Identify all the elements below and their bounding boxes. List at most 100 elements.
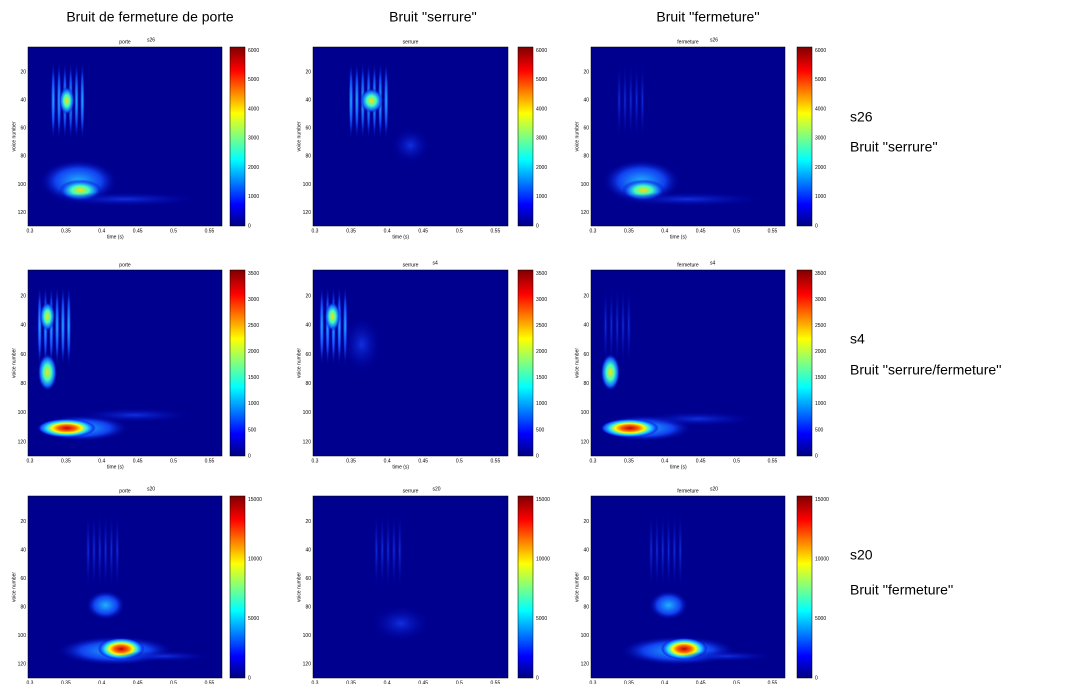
heat-region xyxy=(336,284,342,367)
heatmap xyxy=(620,510,776,666)
heat-region xyxy=(648,510,654,591)
y-tick-label: 60 xyxy=(305,126,311,132)
colorbar xyxy=(229,495,246,679)
x-tick-label: 0.5 xyxy=(733,458,740,464)
y-tick-label: 20 xyxy=(305,69,311,75)
heat-region xyxy=(383,61,389,141)
x-tick-label: 0.35 xyxy=(61,228,71,234)
heat-region xyxy=(600,418,659,438)
panel-title: porte xyxy=(119,262,131,268)
y-tick-label: 20 xyxy=(583,69,589,75)
heat-region xyxy=(614,284,620,367)
colorbar-tick-label: 4000 xyxy=(536,106,547,112)
panel-tag: s20 xyxy=(710,486,718,492)
colorbar-tick-label: 500 xyxy=(815,427,824,433)
heatmap-background xyxy=(313,496,508,678)
x-tick-label: 0.55 xyxy=(491,680,501,684)
heat-region xyxy=(103,510,108,591)
y-tick-label: 40 xyxy=(20,547,26,553)
y-axis-label: voice number xyxy=(574,572,580,602)
y-tick-label: 120 xyxy=(581,439,590,445)
heatmap xyxy=(39,61,203,207)
panel-title: fermeture xyxy=(677,488,699,494)
x-tick-label: 0.35 xyxy=(624,680,634,684)
x-tick-label: 0.3 xyxy=(312,458,319,464)
heatmap-background xyxy=(313,270,508,456)
heat-region xyxy=(115,650,213,662)
y-tick-label: 100 xyxy=(581,410,590,416)
heat-region xyxy=(628,61,634,141)
heat-region xyxy=(114,510,120,591)
heat-region xyxy=(379,510,385,591)
colorbar xyxy=(517,495,534,679)
heat-region xyxy=(374,510,379,591)
y-tick-label: 20 xyxy=(583,293,589,299)
colorbar-tick-label: 500 xyxy=(248,427,257,433)
y-tick-label: 120 xyxy=(303,439,312,445)
colorbar-tick-label: 2500 xyxy=(536,323,547,329)
x-tick-label: 0.5 xyxy=(456,228,463,234)
x-tick-label: 0.4 xyxy=(661,680,668,684)
x-axis-label: time (s) xyxy=(107,464,124,470)
heat-region xyxy=(603,284,608,367)
plot-frame xyxy=(312,46,509,227)
x-tick-label: 0.55 xyxy=(768,458,778,464)
heat-region xyxy=(610,191,766,207)
colorbar-tick-label: 0 xyxy=(248,675,251,681)
y-axis-label: voice number xyxy=(11,348,17,378)
y-tick-label: 40 xyxy=(583,323,589,329)
heat-region xyxy=(639,411,756,427)
panels: porte s26 0.3 0.35 0.4 0.45 0.5 0.55 time (s) 20 4… xyxy=(11,37,829,689)
x-tick-label: 0.45 xyxy=(418,680,428,684)
colorbar-tick-label: 3000 xyxy=(815,297,826,303)
colorbar-tick-label: 1000 xyxy=(815,194,826,200)
column-header: Bruit ''fermeture'' xyxy=(656,9,759,25)
x-axis-label: time (s) xyxy=(670,234,687,240)
heat-region xyxy=(76,407,193,423)
y-tick-label: 120 xyxy=(303,662,312,668)
y-tick-label: 60 xyxy=(583,352,589,358)
y-tick-label: 40 xyxy=(20,97,26,103)
x-tick-label: 0.3 xyxy=(590,458,597,464)
y-tick-label: 80 xyxy=(305,154,311,160)
colorbar-tick-label: 4000 xyxy=(815,106,826,112)
y-tick-label: 20 xyxy=(583,519,589,525)
plot-frame xyxy=(590,495,786,679)
colorbar-tick-label: 0 xyxy=(815,453,818,459)
colorbar-tick-label: 15000 xyxy=(536,497,550,503)
y-tick-label: 100 xyxy=(303,633,312,639)
y-tick-label: 100 xyxy=(303,410,312,416)
heat-region xyxy=(59,86,75,116)
y-tick-label: 60 xyxy=(583,126,589,132)
colorbar-tick-label: 6000 xyxy=(815,48,826,54)
plot-frame xyxy=(27,495,223,679)
heat-region xyxy=(672,510,677,591)
colorbar-tick-label: 5000 xyxy=(248,616,259,622)
heat-region xyxy=(342,316,382,373)
colorbar-tick-label: 10000 xyxy=(536,556,550,562)
colorbar-tick-label: 1000 xyxy=(248,401,259,407)
row-label: s26 xyxy=(850,109,873,125)
x-tick-label: 0.5 xyxy=(170,680,177,684)
colorbar-tick-label: 2500 xyxy=(815,323,826,329)
row-label: s20 xyxy=(850,547,873,563)
heat-region xyxy=(354,61,360,141)
colorbar-tick-label: 4000 xyxy=(248,106,259,112)
colorbar-tick-label: 2000 xyxy=(536,349,547,355)
colorbar xyxy=(796,269,813,457)
heat-region xyxy=(391,127,430,164)
panel-title: fermeture xyxy=(677,39,699,45)
x-tick-label: 0.35 xyxy=(61,680,71,684)
heat-region xyxy=(56,61,62,141)
panel-tag: s4 xyxy=(710,260,716,266)
colorbar-tick-label: 2000 xyxy=(248,165,259,171)
colorbar-tick-label: 3000 xyxy=(536,136,547,142)
x-tick-label: 0.3 xyxy=(590,228,597,234)
row-caption: Bruit ''fermeture'' xyxy=(850,582,953,598)
x-tick-label: 0.5 xyxy=(733,228,740,234)
x-axis-label: time (s) xyxy=(392,234,409,240)
y-axis-label: voice number xyxy=(574,348,580,378)
x-tick-label: 0.4 xyxy=(384,680,391,684)
colorbar-tick-label: 3000 xyxy=(248,136,259,142)
y-axis-label: voice number xyxy=(296,121,302,151)
